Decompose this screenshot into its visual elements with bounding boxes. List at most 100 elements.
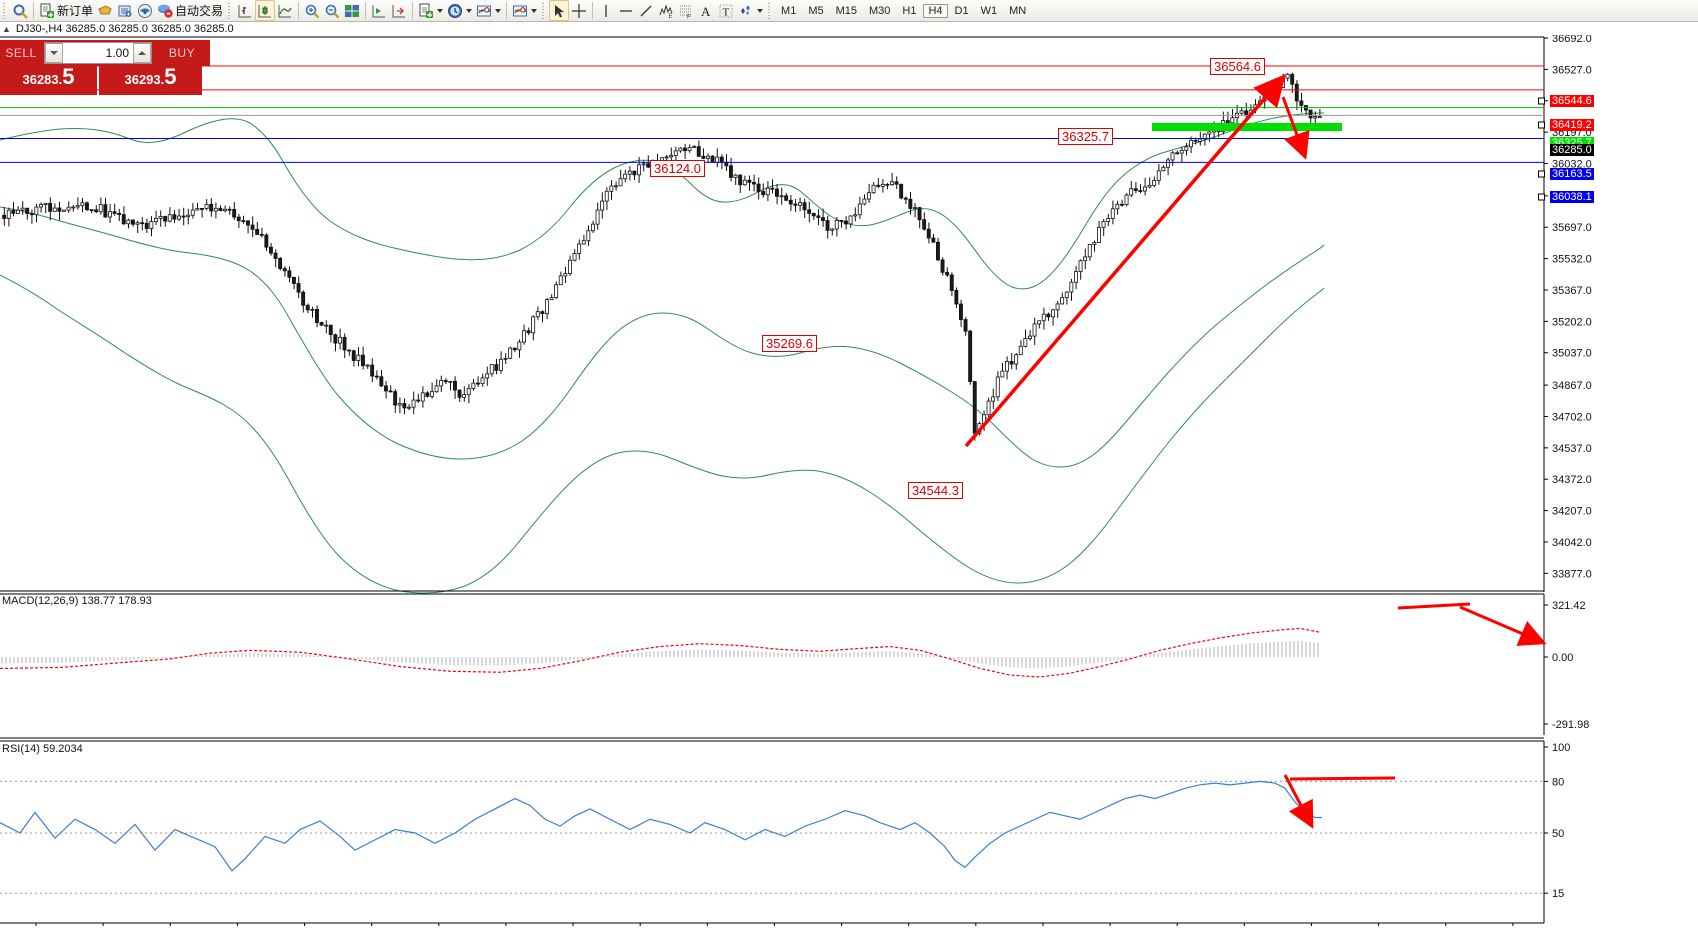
price-annotation[interactable]: 35269.6 <box>762 334 817 352</box>
shapes-dropdown-caret[interactable] <box>757 8 764 13</box>
timeframe-w1[interactable]: W1 <box>980 4 998 17</box>
price-level-label[interactable]: 36163.5 <box>1550 167 1594 180</box>
price-level-label[interactable]: 36544.6 <box>1550 95 1594 108</box>
buy-price[interactable]: 36293. 5 <box>99 66 202 95</box>
price-annotation[interactable]: 34544.3 <box>908 482 963 500</box>
volume-spinner[interactable]: 1.00 <box>44 42 152 64</box>
templates-dropdown-caret-2[interactable] <box>531 8 538 13</box>
price-level-label[interactable]: 36038.1 <box>1550 191 1594 204</box>
price-line-handle[interactable] <box>1538 121 1545 129</box>
zoom-out-icon[interactable] <box>322 1 342 20</box>
text-tool-icon[interactable]: A <box>696 1 716 20</box>
volume-control: 1.00 <box>42 40 154 66</box>
svg-text:29 Dec 12:00: 29 Dec 12:00 <box>1413 927 1478 928</box>
svg-text:E: E <box>669 14 673 19</box>
macd-down-arrow <box>1459 605 1547 646</box>
svg-text:3 Dec 16:00: 3 Dec 16:00 <box>543 927 602 928</box>
indicators-icon[interactable] <box>416 1 445 20</box>
chart-canvas[interactable]: 36692.036527.036362.036197.036032.035862… <box>0 35 1698 928</box>
line-chart-icon[interactable] <box>275 1 295 20</box>
svg-text:10 Dec 20:00: 10 Dec 20:00 <box>809 927 874 928</box>
volume-decrease-button[interactable] <box>45 43 63 63</box>
signals-icon[interactable] <box>135 1 155 20</box>
price-line-handle[interactable] <box>1538 193 1545 201</box>
chart-collapse-icon[interactable]: ▲ <box>2 23 11 34</box>
toolbar-grip-4[interactable] <box>767 2 774 19</box>
timeframe-group: M1 M5 M15 M30 H1 H4 D1 W1 MN <box>775 3 1032 18</box>
templates-dropdown-caret[interactable] <box>495 8 502 13</box>
timeframe-d1[interactable]: D1 <box>954 4 969 17</box>
templates-icon-2[interactable] <box>510 1 539 20</box>
sell-price[interactable]: 36283. 5 <box>0 66 97 95</box>
zoom-in-icon[interactable] <box>302 1 322 20</box>
price-line-handle[interactable] <box>1538 170 1545 177</box>
vertical-line-tool-icon[interactable] <box>596 1 616 20</box>
main-toolbar: 新订单 自动交易 <box>0 0 1698 22</box>
svg-text:16 Dec 16:00: 16 Dec 16:00 <box>1010 927 1075 928</box>
sell-button[interactable]: SELL <box>0 40 42 66</box>
auto-scroll-icon[interactable] <box>389 1 409 20</box>
timeframe-mn[interactable]: MN <box>1009 4 1027 17</box>
chart-window-icon[interactable] <box>10 1 30 20</box>
timeframe-h1[interactable]: H1 <box>902 4 917 17</box>
crosshair-tool-icon[interactable] <box>569 1 589 20</box>
period-dropdown-caret[interactable] <box>466 8 473 13</box>
timeframe-h4[interactable]: H4 <box>923 3 948 18</box>
toolbar-grip-3[interactable] <box>541 2 548 19</box>
svg-text:A: A <box>701 4 711 19</box>
svg-text:26 Nov 08:00: 26 Nov 08:00 <box>272 927 337 928</box>
svg-text:35037.0: 35037.0 <box>1552 348 1592 360</box>
fibonacci-tool-icon[interactable]: F <box>676 1 696 20</box>
volume-input[interactable]: 1.00 <box>105 46 129 60</box>
buy-price-dot: . <box>160 72 165 87</box>
sell-price-frac: 5 <box>62 64 75 89</box>
market-watch-icon[interactable] <box>95 1 115 20</box>
rsi-panel-label: RSI(14) 59.2034 <box>2 743 83 755</box>
timeframe-m30[interactable]: M30 <box>869 4 891 17</box>
new-order-button[interactable]: 新订单 <box>37 1 95 20</box>
chart-shift-icon[interactable] <box>369 1 389 20</box>
price-level-label[interactable]: 36285.0 <box>1550 144 1594 157</box>
tile-windows-icon[interactable] <box>342 1 362 20</box>
svg-text:50: 50 <box>1552 828 1564 840</box>
elliott-wave-tool-icon[interactable]: E <box>656 1 676 20</box>
text-label-tool-icon[interactable]: T <box>716 1 736 20</box>
toolbar-separator-5 <box>506 2 508 19</box>
auto-trading-button[interactable]: 自动交易 <box>155 1 225 20</box>
volume-increase-button[interactable] <box>133 43 151 63</box>
svg-text:34867.0: 34867.0 <box>1552 380 1592 392</box>
price-annotation[interactable]: 36124.0 <box>650 160 705 178</box>
toolbar-separator <box>33 2 34 19</box>
svg-text:14 Dec 00:00: 14 Dec 00:00 <box>876 927 941 928</box>
navigator-icon[interactable] <box>115 1 135 20</box>
period-clock-icon[interactable] <box>445 1 474 20</box>
timeframe-m15[interactable]: M15 <box>835 4 857 17</box>
timeframe-m5[interactable]: M5 <box>808 4 824 17</box>
timeframe-m1[interactable]: M1 <box>781 4 797 17</box>
shapes-tool-icon[interactable] <box>736 1 765 20</box>
chart-graphics: 36692.036527.036362.036197.036032.035862… <box>0 35 1592 928</box>
toolbar-separator-6 <box>592 2 594 19</box>
price-annotation[interactable]: 36325.7 <box>1058 127 1113 145</box>
price-line-handle[interactable] <box>1538 97 1545 105</box>
svg-text:9 Dec 12:00: 9 Dec 12:00 <box>745 927 804 928</box>
bar-chart-icon[interactable] <box>235 1 255 20</box>
toolbar-grip-2[interactable] <box>227 2 234 19</box>
candlestick-chart-icon[interactable] <box>255 0 276 21</box>
cursor-tool-icon[interactable] <box>549 0 570 21</box>
svg-text:22 Dec 12:00: 22 Dec 12:00 <box>1212 927 1277 928</box>
templates-icon[interactable] <box>474 1 503 20</box>
buy-button[interactable]: BUY <box>154 40 210 66</box>
svg-text:321.42: 321.42 <box>1552 600 1586 612</box>
chevron-up-icon <box>138 51 146 55</box>
horizontal-line-tool-icon[interactable] <box>616 1 636 20</box>
price-level-label[interactable]: 36419.2 <box>1550 118 1594 131</box>
svg-text:2 Dec 08:00: 2 Dec 08:00 <box>476 927 535 928</box>
svg-text:25 Nov 00:00: 25 Nov 00:00 <box>205 927 270 928</box>
toolbar-grip[interactable] <box>2 2 8 19</box>
price-annotation[interactable]: 36564.6 <box>1210 58 1265 76</box>
svg-text:15 Dec 08:00: 15 Dec 08:00 <box>943 927 1008 928</box>
indicators-dropdown-caret[interactable] <box>437 8 444 13</box>
trendline-tool-icon[interactable] <box>636 1 656 20</box>
toolbar-separator-3 <box>365 2 367 19</box>
